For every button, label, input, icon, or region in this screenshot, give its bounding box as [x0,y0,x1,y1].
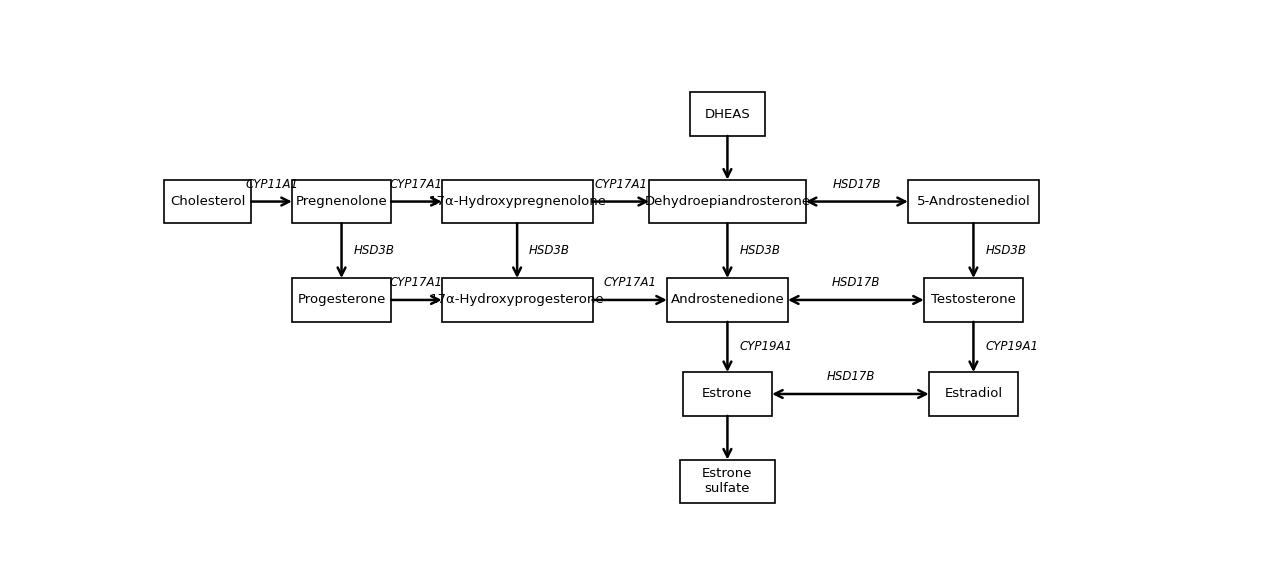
FancyBboxPatch shape [924,278,1023,322]
Text: 17α-Hydroxyprogesterone: 17α-Hydroxyprogesterone [430,294,604,307]
Text: DHEAS: DHEAS [704,107,750,120]
Text: HSD3B: HSD3B [353,244,394,257]
Text: Testosterone: Testosterone [931,294,1016,307]
FancyBboxPatch shape [667,278,788,322]
FancyBboxPatch shape [442,278,593,322]
FancyBboxPatch shape [164,179,251,223]
FancyBboxPatch shape [442,179,593,223]
Text: CYP19A1: CYP19A1 [740,340,792,353]
Text: Cholesterol: Cholesterol [170,195,246,208]
Text: Estrone: Estrone [703,387,753,400]
FancyBboxPatch shape [680,460,774,503]
FancyBboxPatch shape [649,179,806,223]
Text: Estrone
sulfate: Estrone sulfate [703,467,753,495]
Text: HSD3B: HSD3B [986,244,1027,257]
Text: CYP17A1: CYP17A1 [594,178,648,191]
FancyBboxPatch shape [690,92,764,136]
Text: CYP17A1: CYP17A1 [390,178,443,191]
Text: 17α-Hydroxypregnenolone: 17α-Hydroxypregnenolone [428,195,607,208]
Text: CYP17A1: CYP17A1 [603,276,657,289]
FancyBboxPatch shape [929,372,1018,416]
Text: 5-Androstenediol: 5-Androstenediol [916,195,1030,208]
Text: Progesterone: Progesterone [297,294,385,307]
FancyBboxPatch shape [292,278,392,322]
Text: Androstenedione: Androstenedione [671,294,785,307]
Text: CYP11A1: CYP11A1 [244,178,298,191]
FancyBboxPatch shape [682,372,772,416]
FancyBboxPatch shape [908,179,1039,223]
Text: Pregnenolone: Pregnenolone [296,195,388,208]
Text: CYP17A1: CYP17A1 [390,276,443,289]
Text: CYP19A1: CYP19A1 [986,340,1038,353]
FancyBboxPatch shape [292,179,392,223]
Text: HSD3B: HSD3B [740,244,781,257]
Text: HSD17B: HSD17B [833,178,881,191]
Text: Dehydroepiandrosterone: Dehydroepiandrosterone [644,195,810,208]
Text: HSD3B: HSD3B [529,244,570,257]
Text: HSD17B: HSD17B [832,276,881,289]
Text: HSD17B: HSD17B [827,370,874,383]
Text: Estradiol: Estradiol [945,387,1002,400]
